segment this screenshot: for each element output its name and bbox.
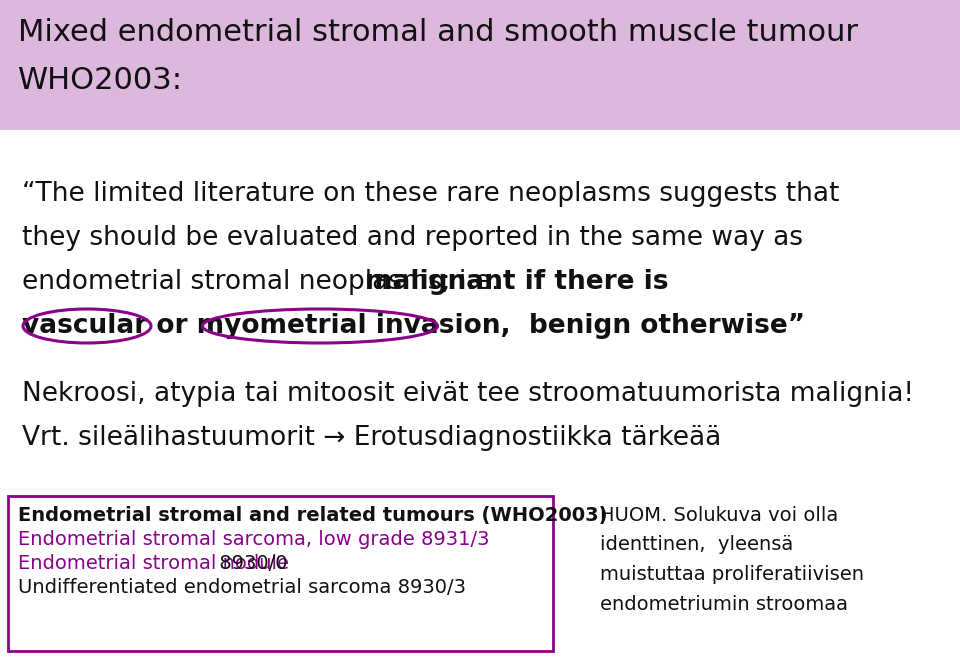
Text: Endometrial stromal and related tumours (WHO2003): Endometrial stromal and related tumours …: [18, 506, 608, 525]
Text: Undifferentiated endometrial sarcoma 8930/3: Undifferentiated endometrial sarcoma 893…: [18, 578, 466, 597]
FancyBboxPatch shape: [8, 496, 553, 651]
Text: vascular or myometrial invasion,  benign otherwise”: vascular or myometrial invasion, benign …: [22, 313, 805, 339]
Text: malignant if there is: malignant if there is: [365, 269, 668, 295]
Text: “The limited literature on these rare neoplasms suggests that: “The limited literature on these rare ne…: [22, 181, 839, 207]
FancyBboxPatch shape: [0, 0, 960, 130]
Text: Mixed endometrial stromal and smooth muscle tumour: Mixed endometrial stromal and smooth mus…: [18, 18, 858, 47]
Text: Endometrial stromal nodule: Endometrial stromal nodule: [18, 554, 289, 573]
Text: endometrial stromal neoplasms; i.e.: endometrial stromal neoplasms; i.e.: [22, 269, 508, 295]
Text: Vrt. sileälihastuumorit → Erotusdiagnostiikka tärkeää: Vrt. sileälihastuumorit → Erotusdiagnost…: [22, 425, 721, 451]
Text: WHO2003:: WHO2003:: [18, 66, 183, 95]
Text: Endometrial stromal sarcoma, low grade 8931/3: Endometrial stromal sarcoma, low grade 8…: [18, 530, 490, 549]
Text: Nekroosi, atypia tai mitoosit eivät tee stroomatuumorista malignia!: Nekroosi, atypia tai mitoosit eivät tee …: [22, 381, 914, 407]
Text: they should be evaluated and reported in the same way as: they should be evaluated and reported in…: [22, 225, 803, 251]
Text: 8930/0: 8930/0: [213, 554, 287, 573]
Text: HUOM. Solukuva voi olla
identtinen,  yleensä
muistuttaa proliferatiivisen
endome: HUOM. Solukuva voi olla identtinen, ylee…: [600, 506, 864, 613]
